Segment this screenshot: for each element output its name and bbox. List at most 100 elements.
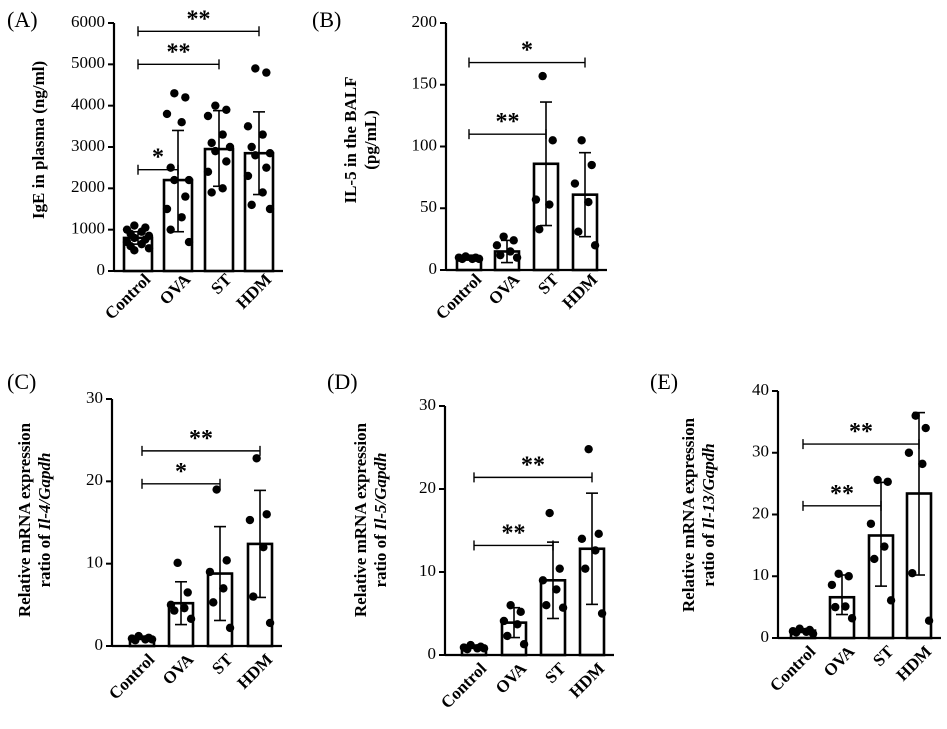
data-point [591,546,600,555]
data-point [512,253,522,262]
data-point [558,603,568,612]
y-tick-label: 0 [97,260,106,279]
data-point [222,157,231,166]
panel-label: (A) [7,7,38,32]
significance-marker: ** [502,520,526,546]
y-tick-label: 0 [761,627,770,646]
data-point [170,89,179,98]
y-tick-label: 50 [420,197,437,216]
data-point [243,122,253,131]
x-category-label: HDM [559,270,602,313]
x-category-label: OVA [159,649,198,688]
x-category-label: ST [534,269,563,298]
data-point [265,149,275,158]
y-tick-label: 30 [86,388,103,407]
data-point [184,175,194,185]
data-point [209,598,218,607]
data-point [251,64,260,73]
panel-label: (D) [327,369,358,394]
y-tick-label: 0 [429,259,438,278]
data-point [883,477,892,486]
data-point [265,618,275,628]
data-point [870,554,879,564]
data-point [144,244,154,253]
significance-marker: ** [496,109,520,135]
data-point [458,254,467,264]
data-point [921,423,930,433]
data-point [908,568,917,578]
data-point [177,118,186,127]
significance-marker: * [175,459,187,485]
y-axis-label: ratio of Il-13/Gapdh [699,443,718,587]
data-point [581,564,590,573]
data-point [249,592,258,601]
panel-label: (B) [312,7,341,32]
data-point [577,534,587,543]
data-point [468,254,477,264]
y-tick-label: 150 [412,74,438,93]
y-tick-label: 10 [86,553,103,572]
x-category-label: ST [541,658,570,687]
y-tick-label: 2000 [71,177,105,196]
y-axis-label: IL-5 in the BALF [341,76,360,203]
data-point [827,580,837,590]
data-point [212,485,221,494]
data-point [211,101,220,110]
data-point [808,629,818,638]
data-point [474,254,484,264]
significance-marker: ** [189,426,213,452]
significance-marker: ** [830,481,854,507]
data-point [211,146,220,156]
data-point [792,628,801,637]
significance-marker: * [152,145,164,171]
data-point [262,510,271,519]
data-point [847,614,857,623]
y-tick-label: 20 [86,470,103,489]
data-point [130,221,139,230]
data-point [555,564,564,573]
data-point [207,188,216,197]
significance-marker: ** [849,419,873,445]
data-point [203,167,213,176]
data-point [519,640,529,649]
data-point [873,475,882,485]
significance-marker: ** [521,452,545,478]
y-axis-label: ratio of Il-5/Gapdh [371,452,390,587]
data-point [590,241,600,250]
x-category-label: OVA [492,658,531,697]
data-point [918,459,927,469]
data-point [506,247,515,256]
y-tick-label: 1000 [71,219,105,238]
data-point [251,151,260,160]
data-point [584,444,593,454]
y-tick-label: 20 [752,503,769,522]
y-tick-label: 6000 [71,12,105,31]
data-point [265,204,275,214]
data-point [594,529,603,539]
data-point [552,585,561,594]
x-category-label: Control [432,270,485,323]
data-point [162,109,172,119]
data-point [880,542,889,551]
x-category-label: ST [207,269,236,298]
data-point [162,204,172,214]
data-point [577,136,586,145]
data-point [924,616,934,625]
data-point [258,188,267,197]
data-point [184,237,194,247]
data-point [886,596,896,605]
data-point [262,68,271,77]
data-point [130,246,139,255]
data-point [219,584,228,593]
data-point [513,620,522,629]
data-point [181,93,190,102]
data-point [166,225,175,234]
y-axis-label: (pg/mL) [361,110,380,170]
data-point [570,179,580,188]
y-tick-label: 20 [419,478,436,497]
data-point [503,631,512,641]
y-tick-label: 30 [419,395,436,414]
data-point [222,556,231,565]
x-category-label: Control [437,659,490,712]
